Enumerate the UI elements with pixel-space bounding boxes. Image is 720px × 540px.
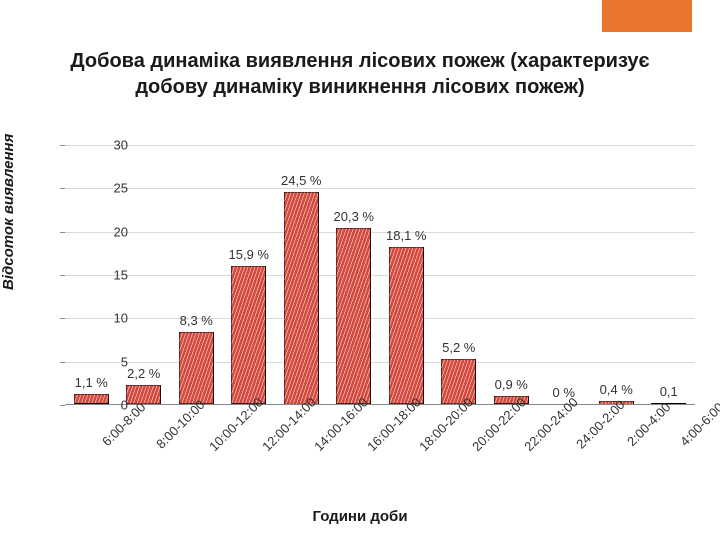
- decor-orange-block: [602, 0, 692, 32]
- bar-value-label: 8,3 %: [180, 313, 213, 328]
- y-tick-label: 5: [88, 354, 128, 369]
- bar-slot: 20,3 %: [328, 145, 381, 404]
- bar-value-label: 24,5 %: [281, 173, 321, 188]
- y-tick-label: 15: [88, 268, 128, 283]
- y-axis-label: Відсоток виявлення: [0, 134, 17, 290]
- bar: 15,9 %: [231, 266, 266, 404]
- bar-value-label: 18,1 %: [386, 228, 426, 243]
- chart-container: Відсоток виявлення 1,1 %2,2 %8,3 %15,9 %…: [10, 145, 710, 525]
- chart-title: Добова динаміка виявлення лісових пожеж …: [0, 48, 720, 100]
- y-tick-label: 20: [88, 224, 128, 239]
- bar-slot: 0,9 %: [485, 145, 538, 404]
- y-tick-label: 10: [88, 311, 128, 326]
- bar-slot: 15,9 %: [223, 145, 276, 404]
- x-ticks: 6:00-8:008:00-10:0010:00-12:0012:00-14:0…: [65, 407, 695, 487]
- bar-value-label: 0,1: [660, 384, 678, 399]
- y-tick-label: 25: [88, 181, 128, 196]
- bar-slot: 8,3 %: [170, 145, 223, 404]
- bar: 2,2 %: [126, 385, 161, 404]
- bar-value-label: 2,2 %: [127, 366, 160, 381]
- bar: 0,1: [651, 403, 686, 404]
- bar: 24,5 %: [284, 192, 319, 404]
- bar: 20,3 %: [336, 228, 371, 404]
- bar: 18,1 %: [389, 247, 424, 404]
- x-axis-label: Години доби: [10, 508, 710, 525]
- bar-value-label: 1,1 %: [75, 375, 108, 390]
- x-tick-label: 4:00-6:00: [657, 419, 706, 468]
- bar: 5,2 %: [441, 359, 476, 404]
- bar-value-label: 0,9 %: [495, 377, 528, 392]
- bar-value-label: 15,9 %: [228, 247, 268, 262]
- bar-slot: 0,1: [643, 145, 696, 404]
- bar-slot: 0 %: [538, 145, 591, 404]
- bars-group: 1,1 % 2,2 % 8,3 % 15,9 % 24,5 % 20,3 % 18,1 % 5…: [65, 145, 695, 404]
- bar-slot: 5,2 %: [433, 145, 486, 404]
- bar-slot: 24,5 %: [275, 145, 328, 404]
- bar-slot: 0,4 %: [590, 145, 643, 404]
- bar-value-label: 0,4 %: [600, 382, 633, 397]
- bar: 8,3 %: [179, 332, 214, 404]
- bar-value-label: 5,2 %: [442, 340, 475, 355]
- plot-area: 1,1 % 2,2 % 8,3 % 15,9 % 24,5 % 20,3 % 18,1 % 5…: [65, 145, 695, 405]
- bar-slot: 18,1 %: [380, 145, 433, 404]
- y-tick-label: 30: [88, 138, 128, 153]
- bar-value-label: 20,3 %: [333, 209, 373, 224]
